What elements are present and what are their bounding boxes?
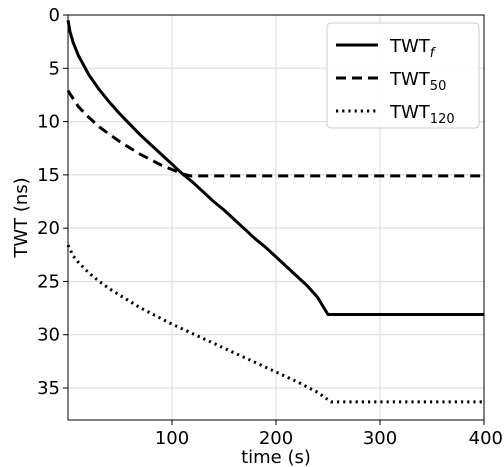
y-tick-label: 10 [37,112,60,133]
x-tick-label: 400 [469,428,503,449]
legend-label: TWT120 [389,102,455,127]
y-tick-label: 25 [37,271,60,292]
series-line-twt-120 [66,244,484,404]
series-layer [66,20,484,404]
x-tick-label: 300 [363,428,397,449]
y-tick-label: 20 [37,218,60,239]
x-tick-label: 200 [259,428,293,449]
x-axis-ticks: 100 200 300 400 [155,420,503,449]
legend-label: TWT50 [389,69,446,94]
y-tick-label: 15 [37,165,60,186]
legend-label: TWTf [389,36,437,61]
legend: TWTf TWT50 TWT120 [326,22,480,129]
x-axis-label: time (s) [241,447,311,467]
y-tick-label: 0 [49,5,60,26]
series-line-twt-50 [66,89,484,178]
y-axis-ticks: 0 5 10 15 20 25 30 35 [37,5,68,399]
y-tick-label: 5 [49,58,60,79]
y-axis-label: TWT (ns) [11,177,32,258]
x-tick-label: 100 [155,428,189,449]
legend-box [326,22,480,129]
series-line-twt-f [66,20,484,316]
y-tick-label: 35 [37,378,60,399]
y-tick-label: 30 [37,325,60,346]
